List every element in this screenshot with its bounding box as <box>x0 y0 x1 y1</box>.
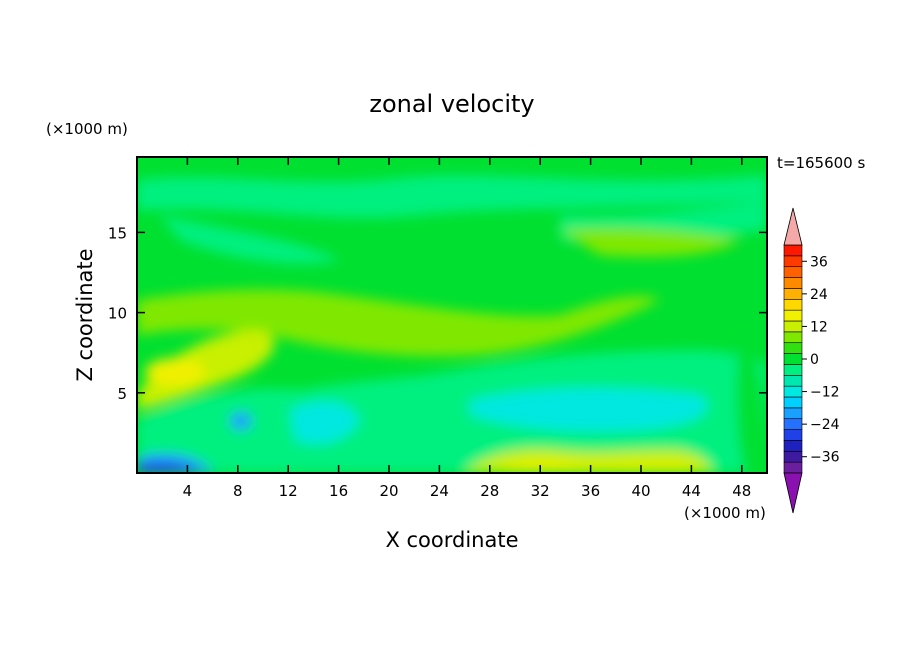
x-tick-label: 28 <box>480 482 499 500</box>
x-tick-label: 24 <box>430 482 449 500</box>
colorbar-over-triangle <box>783 207 803 246</box>
colorbar-segment <box>783 450 803 463</box>
x-tick-label: 20 <box>379 482 398 500</box>
colorbar-labels: 36 24 12 0 −12 −24 −36 <box>802 254 840 466</box>
colorbar-segment <box>783 266 803 278</box>
time-label: t=165600 s <box>777 154 865 172</box>
contour-field <box>137 157 767 473</box>
colorbar-under-triangle <box>783 472 803 514</box>
x-tick-label: 44 <box>682 482 701 500</box>
x-axis-ticks: 4 8 12 16 20 24 28 32 36 40 44 48 <box>183 157 751 500</box>
colorbar-segment <box>783 385 803 398</box>
colorbar-segment <box>783 320 803 333</box>
colorbar-segment <box>783 353 803 365</box>
field-region-right-warm <box>560 228 740 257</box>
y-tick-label: 5 <box>117 385 127 403</box>
y-axis-ticks: 5 10 15 <box>108 224 767 403</box>
colorbar-segment <box>783 288 803 300</box>
colorbar-segment <box>783 277 803 289</box>
field-region-lower-cyan <box>290 401 360 444</box>
x-axis-title: X coordinate <box>385 528 518 552</box>
field-region-mid-warm <box>137 289 660 357</box>
field-region-bottom-left-deep <box>137 462 200 473</box>
colorbar-tick-label: 36 <box>810 254 828 270</box>
x-tick-label: 36 <box>581 482 600 500</box>
y-tick-label: 15 <box>108 224 127 242</box>
field-region-upper-cool <box>137 175 767 218</box>
colorbar-segment <box>783 429 803 441</box>
plot-frame <box>136 156 768 474</box>
colorbar-segment <box>783 374 803 387</box>
field-region-bottom-yellow <box>495 461 695 473</box>
colorbar-tick-label: −12 <box>810 385 840 401</box>
field-region-right-cyan <box>470 388 708 432</box>
x-tick-label: 16 <box>329 482 348 500</box>
colorbar-segment <box>783 407 803 420</box>
colorbar-segment <box>783 342 803 354</box>
colorbar-tick-label: 24 <box>810 287 828 303</box>
x-tick-label: 8 <box>233 482 243 500</box>
field-region-right-edge <box>736 330 767 473</box>
colorbar-segment <box>783 440 803 452</box>
colorbar-segment <box>783 461 803 474</box>
x-tick-label: 12 <box>279 482 298 500</box>
field-region-blue-spot <box>230 412 252 430</box>
colorbar-segment <box>783 298 803 311</box>
colorbar-tick-label: −36 <box>810 450 840 466</box>
x-tick-label: 48 <box>732 482 751 500</box>
colorbar <box>783 207 803 514</box>
y-axis-unit: (×1000 m) <box>46 120 128 138</box>
chart-title: zonal velocity <box>369 90 534 118</box>
colorbar-tick-label: 12 <box>810 319 828 335</box>
colorbar-segment <box>783 244 803 257</box>
colorbar-segment <box>783 309 803 322</box>
colorbar-segment <box>783 255 803 268</box>
colorbar-segment <box>783 396 803 409</box>
y-axis-title: Z coordinate <box>73 248 97 381</box>
field-region-left-warm <box>137 330 275 410</box>
colorbar-tick-label: −24 <box>810 417 840 433</box>
field-region-upper-cool-2 <box>160 215 340 264</box>
x-tick-label: 40 <box>631 482 650 500</box>
colorbar-segment <box>783 418 803 430</box>
x-axis-unit: (×1000 m) <box>684 504 766 522</box>
x-tick-label: 32 <box>531 482 550 500</box>
colorbar-tick-label: 0 <box>810 352 819 368</box>
colorbar-segment <box>783 364 803 376</box>
field-region-left-warm-core <box>145 358 205 386</box>
colorbar-segment <box>783 331 803 344</box>
x-tick-label: 4 <box>183 482 193 500</box>
y-tick-label: 10 <box>108 305 127 323</box>
field-region-lower-cool <box>137 350 767 473</box>
